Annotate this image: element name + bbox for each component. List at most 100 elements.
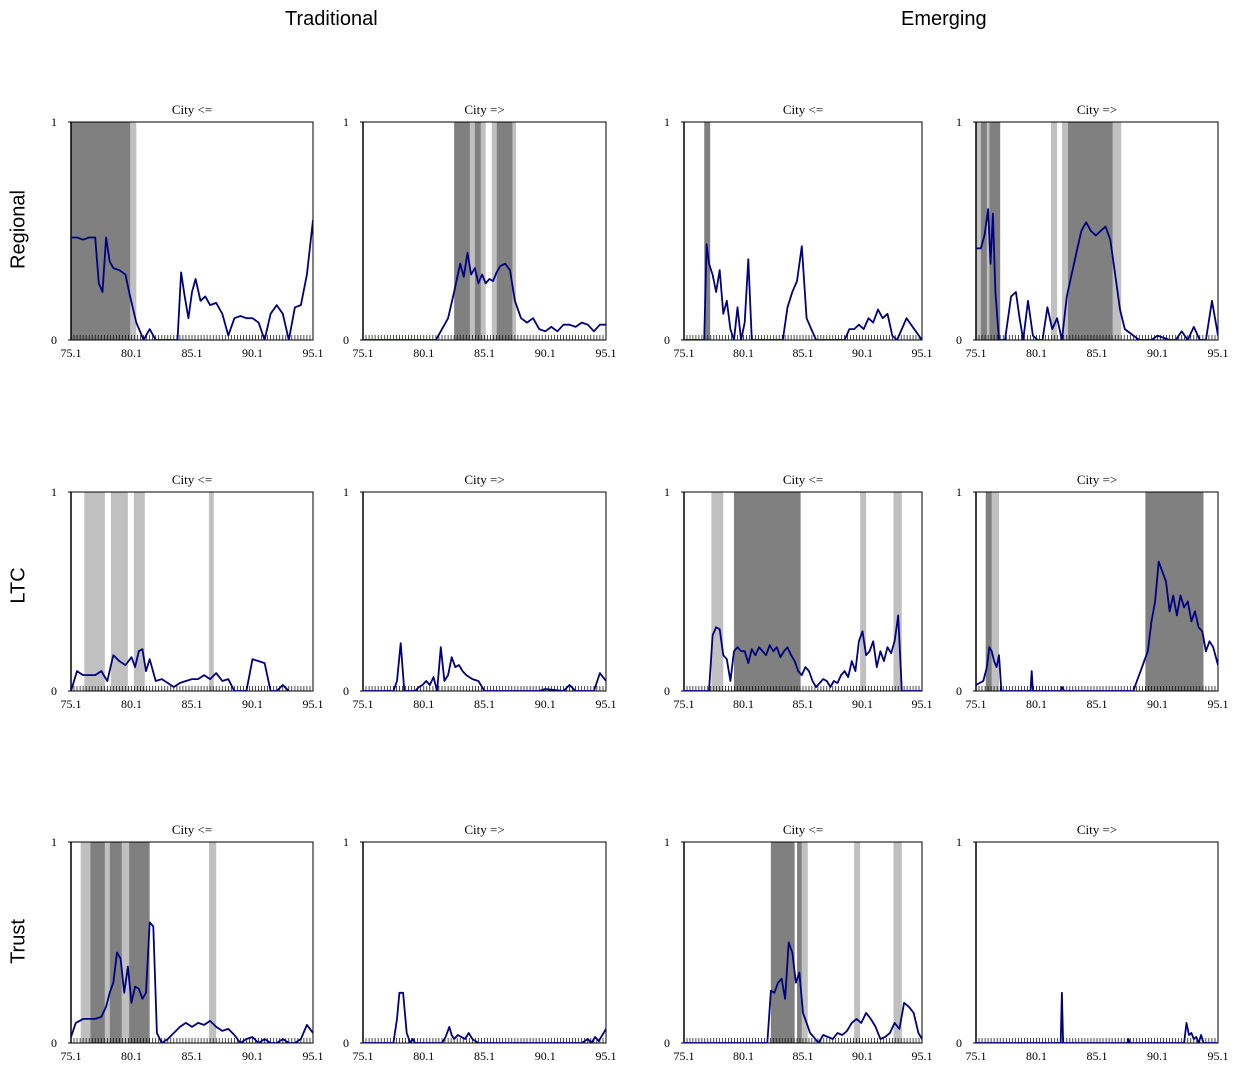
shade-dark-band [985, 492, 992, 691]
shade-dark-band [71, 122, 131, 340]
shade-light-band [1112, 122, 1122, 340]
y-tick-label: 0 [664, 333, 670, 347]
shade-light-band [512, 122, 517, 340]
chart-panel-7: City => 1 0 75.1 80.1 85.1 90.1 95.1 [956, 472, 1229, 711]
series-line [684, 243, 922, 340]
shade-dark-band [704, 122, 711, 340]
y-tick-label: 1 [956, 485, 962, 499]
x-tick-label: 80.1 [121, 346, 142, 360]
y-tick-label: 1 [956, 115, 962, 129]
x-tick-label: 85.1 [474, 1049, 495, 1063]
y-tick-label: 0 [956, 684, 962, 698]
shade-light-band [976, 122, 981, 340]
x-tick-label: 85.1 [474, 346, 495, 360]
x-tick-label: 85.1 [793, 697, 814, 711]
x-tick-label: 95.1 [912, 1049, 933, 1063]
chart-panel-5: City => 1 0 75.1 80.1 85.1 90.1 95.1 [343, 472, 617, 711]
x-tick-label: 80.1 [413, 1049, 434, 1063]
x-tick-label: 80.1 [413, 346, 434, 360]
x-tick-label: 90.1 [242, 346, 263, 360]
shade-light-band [1061, 122, 1068, 340]
shade-dark-band [109, 842, 122, 1043]
plot-frame [975, 841, 1219, 1044]
series-line [684, 941, 922, 1043]
series-line [684, 614, 922, 691]
x-minor-ticks [683, 1038, 923, 1043]
chart-panel-10: City <= 1 0 75.1 80.1 85.1 90.1 95.1 [664, 822, 933, 1063]
x-tick-label: 75.1 [61, 697, 82, 711]
x-tick-label: 90.1 [1147, 346, 1168, 360]
chart-panel-4: City <= 1 0 75.1 80.1 85.1 90.1 95.1 [51, 472, 324, 711]
x-tick-label: 75.1 [966, 697, 987, 711]
x-tick-label: 80.1 [733, 346, 754, 360]
shade-light-band [801, 842, 808, 1043]
panel-title: City <= [172, 102, 212, 117]
series-line [363, 642, 606, 691]
x-tick-label: 75.1 [61, 1049, 82, 1063]
shade-dark-band [980, 122, 987, 340]
y-tick-label: 0 [51, 333, 57, 347]
plot-frame [362, 841, 607, 1044]
shade-dark-band [733, 492, 801, 691]
x-minor-ticks [975, 1038, 1219, 1043]
y-tick-label: 1 [956, 835, 962, 849]
series-line [363, 251, 606, 340]
shade-light-band [854, 842, 861, 1043]
shade-dark-band [496, 122, 513, 340]
panel-title: City <= [172, 472, 212, 487]
shade-light-band [893, 842, 902, 1043]
plot-frame [683, 121, 923, 341]
chart-panel-2: City <= 1 0 75.1 80.1 85.1 90.1 95.1 [664, 102, 933, 360]
panel-title: City <= [172, 822, 212, 837]
y-tick-label: 0 [343, 684, 349, 698]
y-tick-label: 1 [343, 485, 349, 499]
x-tick-label: 90.1 [535, 697, 556, 711]
panel-title: City => [1077, 102, 1117, 117]
x-tick-label: 85.1 [1087, 697, 1108, 711]
panel-title: City <= [783, 822, 823, 837]
panel-title: City => [464, 472, 504, 487]
chart-panel-11: City => 1 0 75.1 80.1 85.1 90.1 95.1 [956, 822, 1229, 1063]
series-line [71, 921, 313, 1043]
y-tick-label: 0 [51, 1036, 57, 1050]
x-tick-label: 75.1 [674, 697, 695, 711]
chart-panel-8: City <= 1 0 75.1 80.1 85.1 90.1 95.1 [51, 822, 324, 1063]
x-tick-label: 90.1 [852, 346, 873, 360]
chart-panel-0: City <= 1 0 75.1 80.1 85.1 90.1 95.1 [51, 102, 324, 360]
x-tick-label: 85.1 [1087, 346, 1108, 360]
y-tick-label: 1 [343, 835, 349, 849]
shade-light-band [133, 492, 145, 691]
panel-title: City => [1077, 472, 1117, 487]
x-tick-label: 85.1 [474, 697, 495, 711]
series-line [976, 560, 1218, 691]
series-line [363, 991, 606, 1043]
shade-dark-band [770, 842, 795, 1043]
x-tick-label: 95.1 [1208, 697, 1229, 711]
shade-dark-band [454, 122, 470, 340]
x-tick-label: 80.1 [733, 697, 754, 711]
shade-dark-band [1145, 492, 1204, 691]
series-line [71, 219, 313, 340]
panel-title: City => [1077, 822, 1117, 837]
shade-dark-band [90, 842, 105, 1043]
x-tick-label: 75.1 [674, 346, 695, 360]
y-tick-label: 0 [664, 1036, 670, 1050]
shade-light-band [104, 842, 110, 1043]
x-tick-label: 80.1 [1026, 1049, 1047, 1063]
y-tick-label: 0 [956, 333, 962, 347]
x-tick-label: 95.1 [912, 346, 933, 360]
series-line [976, 991, 1218, 1043]
x-tick-label: 95.1 [596, 1049, 617, 1063]
x-tick-label: 95.1 [596, 346, 617, 360]
shade-light-band [208, 492, 214, 691]
x-tick-label: 75.1 [966, 1049, 987, 1063]
series-line [71, 648, 290, 691]
shade-light-band [491, 122, 497, 340]
x-tick-label: 85.1 [793, 1049, 814, 1063]
shade-light-band [80, 842, 91, 1043]
shade-light-band [986, 122, 990, 340]
shade-light-band [711, 492, 724, 691]
col-header-traditional: Traditional [285, 8, 378, 30]
y-tick-label: 1 [664, 835, 670, 849]
